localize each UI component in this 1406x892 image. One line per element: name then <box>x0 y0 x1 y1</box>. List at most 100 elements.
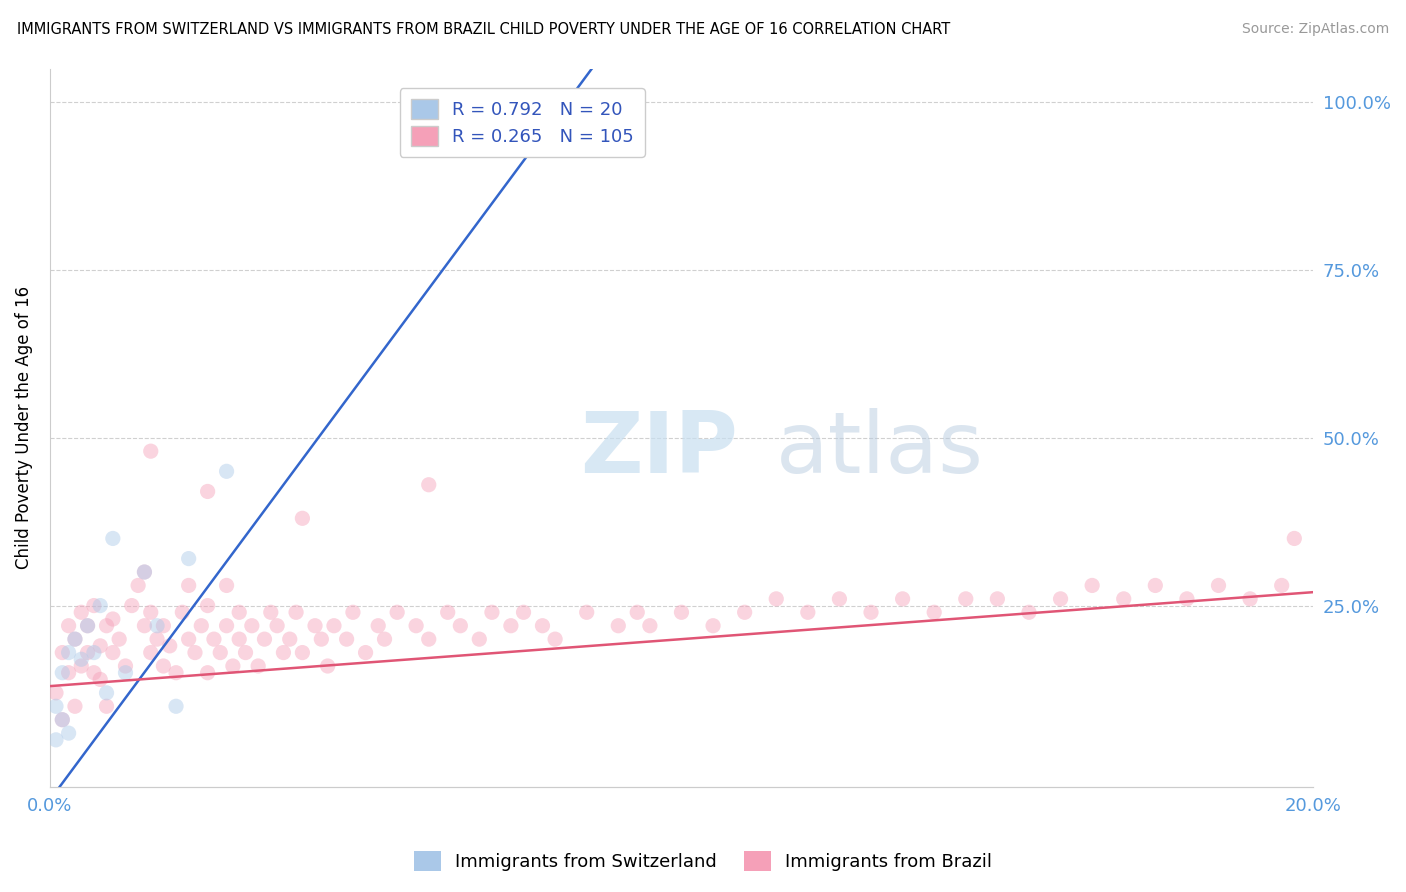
Point <box>63 632 86 647</box>
Point <box>177 632 200 647</box>
Point <box>734 605 756 619</box>
Point <box>159 639 181 653</box>
Point <box>172 605 194 619</box>
Point <box>177 551 200 566</box>
Point <box>146 618 169 632</box>
Point <box>1018 605 1040 619</box>
Point <box>222 659 245 673</box>
Point <box>197 484 219 499</box>
Point <box>45 699 67 714</box>
Point <box>481 605 503 619</box>
Point <box>436 605 458 619</box>
Point <box>209 646 232 660</box>
Point <box>63 632 86 647</box>
Point <box>1144 578 1167 592</box>
Point <box>197 599 219 613</box>
Point <box>96 618 118 632</box>
Point <box>83 599 105 613</box>
Point <box>544 128 567 143</box>
Point <box>70 605 93 619</box>
Point <box>63 699 86 714</box>
Point <box>405 618 427 632</box>
Point <box>418 477 440 491</box>
Point <box>139 646 162 660</box>
Point <box>891 591 914 606</box>
Point <box>127 578 149 592</box>
Legend: R = 0.792   N = 20, R = 0.265   N = 105: R = 0.792 N = 20, R = 0.265 N = 105 <box>399 88 645 157</box>
Point <box>253 632 276 647</box>
Point <box>83 646 105 660</box>
Point <box>96 699 118 714</box>
Point <box>152 659 174 673</box>
Point <box>45 732 67 747</box>
Point <box>1239 591 1261 606</box>
Point <box>228 632 250 647</box>
Point <box>316 659 339 673</box>
Point <box>336 632 359 647</box>
Point <box>1208 578 1230 592</box>
Point <box>45 686 67 700</box>
Point <box>76 618 98 632</box>
Point <box>70 652 93 666</box>
Y-axis label: Child Poverty Under the Age of 16: Child Poverty Under the Age of 16 <box>15 286 32 569</box>
Legend: Immigrants from Switzerland, Immigrants from Brazil: Immigrants from Switzerland, Immigrants … <box>406 844 1000 879</box>
Point <box>58 646 80 660</box>
Point <box>1081 578 1104 592</box>
Point <box>765 591 787 606</box>
Point <box>285 605 308 619</box>
Point <box>544 632 567 647</box>
Point <box>51 646 73 660</box>
Point <box>76 618 98 632</box>
Point <box>828 591 851 606</box>
Point <box>1175 591 1198 606</box>
Text: atlas: atlas <box>776 408 984 491</box>
Point <box>955 591 977 606</box>
Point <box>499 618 522 632</box>
Point <box>797 605 820 619</box>
Point <box>215 578 238 592</box>
Point <box>114 665 136 680</box>
Point <box>342 605 364 619</box>
Point <box>51 713 73 727</box>
Point <box>152 618 174 632</box>
Point <box>468 632 491 647</box>
Point <box>165 665 187 680</box>
Point <box>1112 591 1135 606</box>
Point <box>311 632 333 647</box>
Point <box>202 632 225 647</box>
Point <box>859 605 882 619</box>
Point <box>354 646 377 660</box>
Point <box>146 632 169 647</box>
Point <box>184 646 207 660</box>
Point <box>1284 532 1306 546</box>
Text: ZIP: ZIP <box>581 408 738 491</box>
Point <box>51 665 73 680</box>
Point <box>1271 578 1294 592</box>
Point <box>278 632 301 647</box>
Point <box>531 618 554 632</box>
Point <box>101 646 124 660</box>
Point <box>121 599 143 613</box>
Point <box>89 673 111 687</box>
Point <box>96 686 118 700</box>
Point <box>197 665 219 680</box>
Point <box>58 618 80 632</box>
Point <box>215 464 238 478</box>
Point <box>190 618 212 632</box>
Point <box>139 444 162 458</box>
Point <box>291 646 314 660</box>
Point <box>922 605 945 619</box>
Point <box>101 612 124 626</box>
Point <box>260 605 283 619</box>
Point <box>134 565 156 579</box>
Point <box>323 618 346 632</box>
Point <box>418 632 440 647</box>
Point <box>89 599 111 613</box>
Point <box>228 605 250 619</box>
Point <box>266 618 288 632</box>
Point <box>139 605 162 619</box>
Point <box>273 646 295 660</box>
Point <box>51 713 73 727</box>
Point <box>215 618 238 632</box>
Point <box>89 639 111 653</box>
